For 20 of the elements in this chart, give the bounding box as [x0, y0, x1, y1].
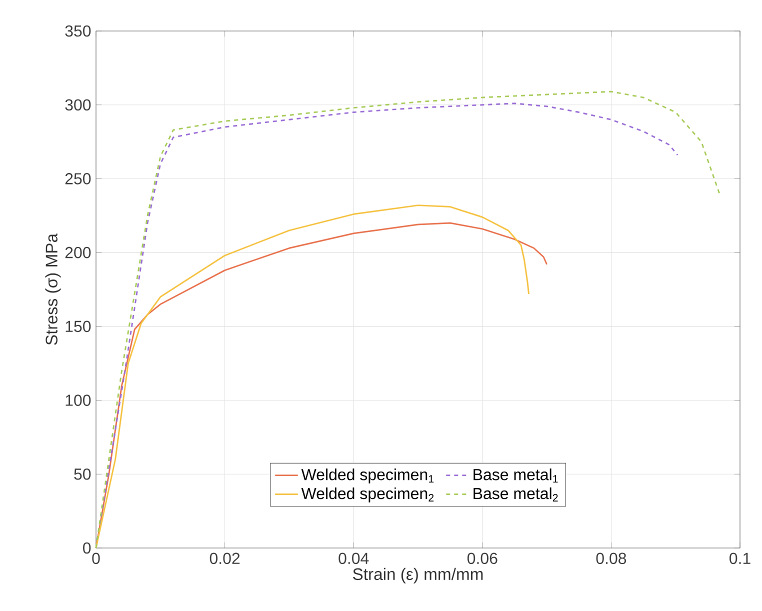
x-tick-label: 0	[92, 552, 100, 564]
y-tick-label: 100	[66, 394, 91, 406]
legend-label: Welded specimen$_{1}$	[301, 468, 434, 484]
x-tick-label: 0.02	[210, 552, 240, 564]
y-tick-label: 300	[65, 99, 91, 111]
x-tick-label: 0.06	[467, 552, 498, 564]
x-tick-label: 0.08	[596, 552, 626, 564]
x-tick-label: 0.1	[730, 552, 750, 564]
legend-label: Base metal$_{1}$	[474, 468, 558, 483]
y-tick-label: 0	[83, 542, 91, 554]
y-tick-label: 200	[65, 246, 91, 258]
y-tick-label: 250	[65, 173, 91, 184]
y-axis-title: Stress (σ) MPa	[45, 233, 61, 345]
x-axis-title: Strain (ε) mm/mm	[353, 568, 483, 584]
legend-label: Base metal$_{2}$	[474, 487, 558, 502]
legend-label: Welded specimen$_{2}$	[301, 487, 434, 502]
y-tick-label: 150	[66, 320, 91, 332]
y-tick-label: 350	[65, 25, 91, 37]
y-tick-label: 50	[74, 468, 91, 480]
x-tick-label: 0.04	[338, 552, 369, 564]
